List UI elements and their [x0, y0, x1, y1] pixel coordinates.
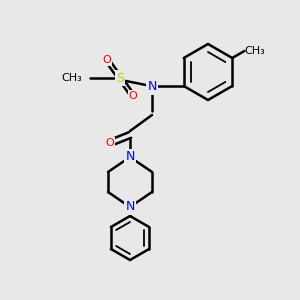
Text: O: O	[103, 55, 111, 65]
Text: N: N	[125, 200, 135, 214]
Text: CH₃: CH₃	[244, 46, 265, 56]
Text: N: N	[125, 151, 135, 164]
Text: N: N	[147, 80, 157, 94]
Text: O: O	[129, 91, 137, 101]
Text: CH₃: CH₃	[61, 73, 82, 83]
Text: S: S	[116, 71, 124, 85]
Text: O: O	[106, 138, 114, 148]
